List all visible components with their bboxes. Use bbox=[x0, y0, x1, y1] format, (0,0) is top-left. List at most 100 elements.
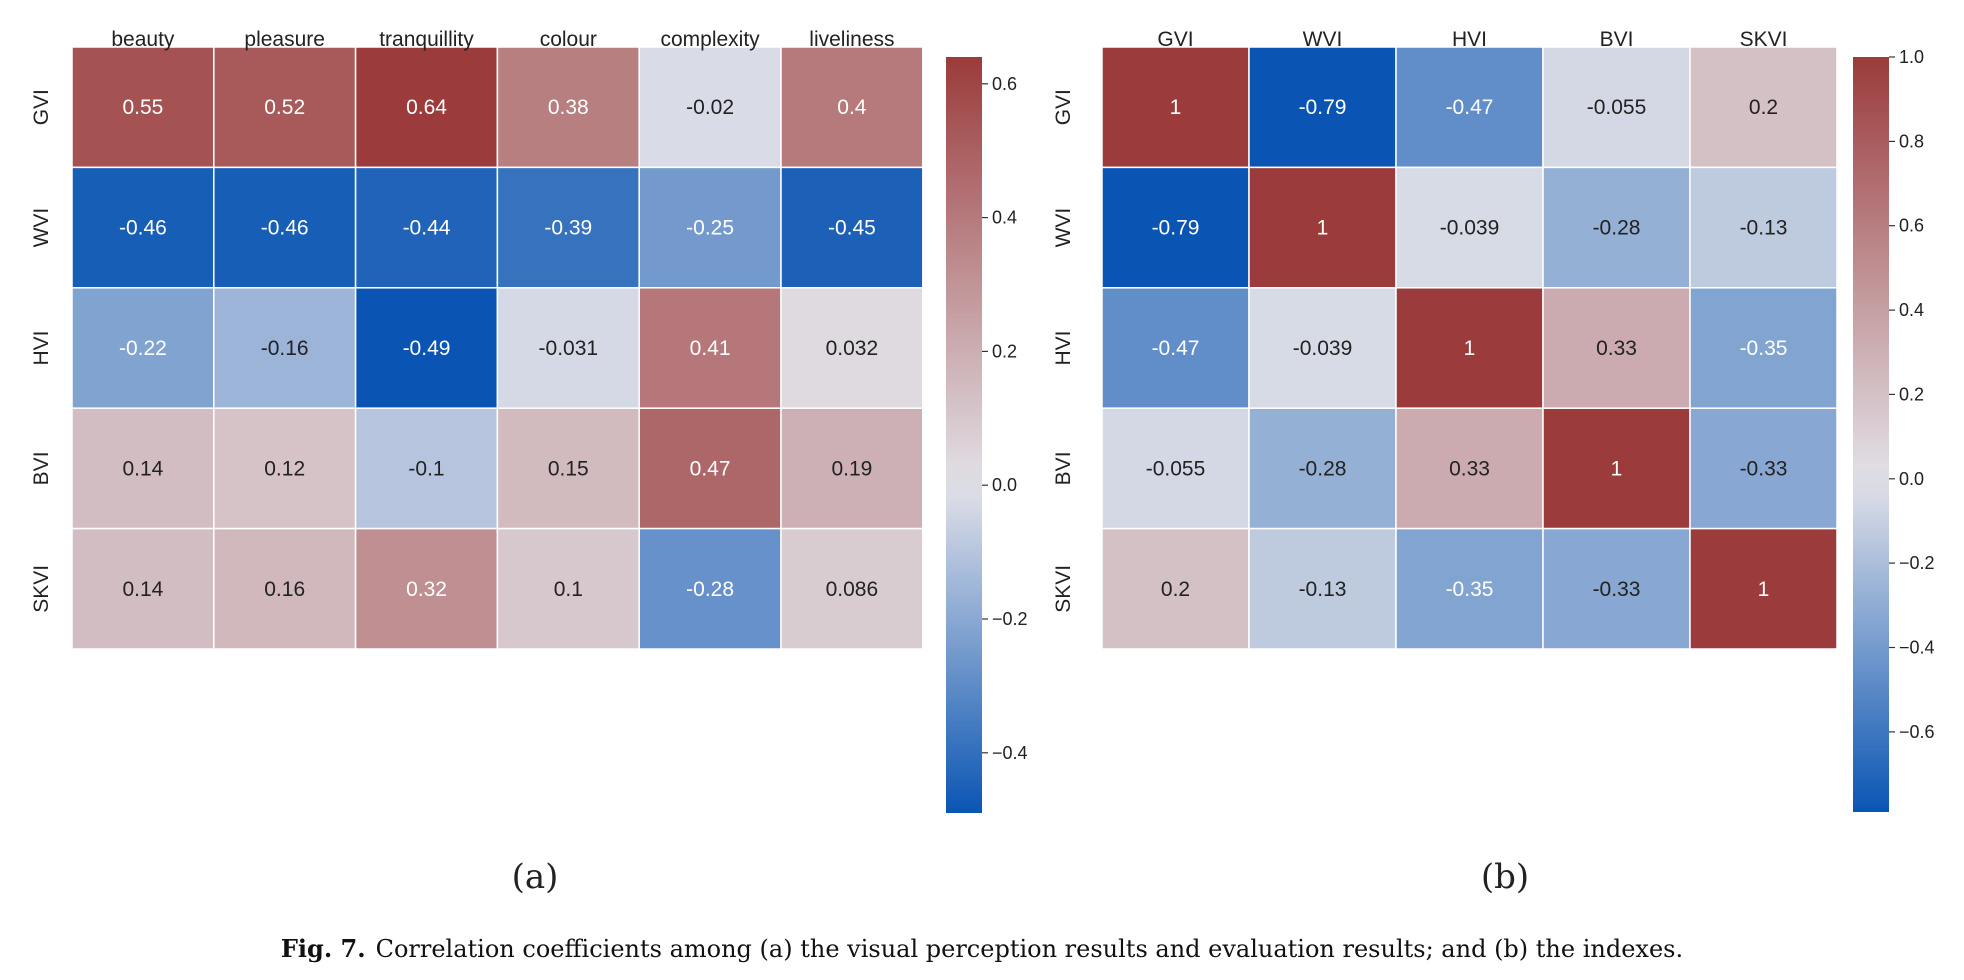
cell-value-label: 0.1 bbox=[554, 578, 583, 601]
cell-value-label: 0.55 bbox=[122, 96, 163, 119]
heatmap-cell bbox=[1395, 46, 1544, 169]
cell-value-label: -0.055 bbox=[1587, 96, 1647, 119]
x-tick-label: HVI bbox=[1452, 28, 1487, 51]
svg-text:Fig. 7.Correlation coefficient: Fig. 7. Correlation coefficients among (a… bbox=[281, 934, 1683, 963]
heatmap-cell bbox=[354, 407, 499, 530]
heatmap-cell bbox=[496, 46, 640, 169]
colorbar-tick-label: −0.6 bbox=[1899, 722, 1935, 742]
colorbar-tick-label: −0.4 bbox=[1899, 638, 1935, 658]
heatmap-b-cells bbox=[1101, 46, 1838, 650]
heatmap-b-x-labels: GVI WVI HVI BVI SKVI bbox=[1157, 28, 1787, 51]
heatmap-cell bbox=[71, 527, 215, 650]
caption-text: Correlation coefficients among (a) the v… bbox=[376, 935, 1684, 963]
heatmap-cell bbox=[1395, 527, 1544, 650]
colorbar-a: 0.6 0.4 0.2 0.0 −0.2 −0.4 bbox=[946, 57, 1028, 813]
heatmap-cell bbox=[780, 166, 924, 289]
cell-value-label: -0.28 bbox=[1593, 217, 1641, 240]
heatmap-b-cell-labels: 1 -0.79 -0.47 -0.055 0.2 -0.79 1 -0.039 -0.28 -0.… bbox=[1146, 96, 1788, 601]
x-tick-label: liveliness bbox=[809, 28, 894, 51]
heatmap-cell bbox=[1689, 166, 1838, 289]
cell-value-label: 0.64 bbox=[406, 96, 447, 119]
heatmap-cell bbox=[1395, 407, 1544, 530]
heatmap-a-y-labels: GVI WVI HVI BVI SKVI bbox=[30, 89, 53, 613]
heatmap-cell bbox=[780, 407, 924, 530]
heatmap-cell bbox=[1248, 527, 1397, 650]
y-tick-label: HVI bbox=[30, 330, 53, 365]
cell-value-label: -0.79 bbox=[1152, 217, 1200, 240]
cell-value-label: -0.49 bbox=[403, 337, 451, 360]
colorbar-tick-label: −0.2 bbox=[1899, 553, 1935, 573]
colorbar-tick-label: 0.6 bbox=[992, 74, 1017, 94]
cell-value-label: -0.039 bbox=[1293, 337, 1353, 360]
y-tick-label: GVI bbox=[30, 89, 53, 125]
heatmap-cell bbox=[1689, 407, 1838, 530]
heatmap-a-cells bbox=[71, 46, 924, 650]
cell-value-label: 1 bbox=[1170, 96, 1182, 119]
x-tick-label: tranquillity bbox=[379, 28, 474, 51]
cell-value-label: 0.032 bbox=[826, 337, 879, 360]
y-tick-label: WVI bbox=[30, 208, 53, 248]
heatmap-a-cell-labels: 0.55 0.52 0.64 0.38 -0.02 0.4 -0.46 -0.46 -0.44 -… bbox=[119, 96, 878, 601]
colorbar-tick-label: 0.0 bbox=[1899, 469, 1924, 489]
cell-value-label: 0.33 bbox=[1449, 457, 1490, 480]
heatmap-cell bbox=[1542, 527, 1691, 650]
cell-value-label: -0.47 bbox=[1152, 337, 1200, 360]
cell-value-label: 1 bbox=[1611, 457, 1623, 480]
heatmap-cell bbox=[1689, 46, 1838, 169]
heatmap-a-x-labels: beauty pleasure tranquillity colour complexi… bbox=[111, 28, 894, 51]
heatmap-panel-b: 1 -0.79 -0.47 -0.055 0.2 -0.79 1 -0.039 -0.28 -0.… bbox=[1052, 28, 1935, 897]
heatmap-b-y-labels: GVI WVI HVI BVI SKVI bbox=[1052, 89, 1075, 613]
heatmap-cell bbox=[354, 46, 499, 169]
colorbar-tick-label: 0.4 bbox=[1899, 300, 1924, 320]
x-tick-label: beauty bbox=[111, 28, 175, 51]
heatmap-cell bbox=[1395, 166, 1544, 289]
heatmap-cell bbox=[1101, 527, 1250, 650]
heatmap-cell bbox=[213, 166, 357, 289]
heatmap-cell bbox=[780, 287, 924, 409]
cell-value-label: 0.2 bbox=[1161, 578, 1190, 601]
heatmap-cell bbox=[638, 287, 782, 409]
cell-value-label: -0.46 bbox=[119, 217, 167, 240]
colorbar-gradient bbox=[946, 57, 982, 813]
cell-value-label: 0.086 bbox=[826, 578, 879, 601]
colorbar-gradient bbox=[1853, 57, 1889, 812]
colorbar-tick-label: 0.4 bbox=[992, 208, 1017, 228]
colorbar-tick-label: 0.6 bbox=[1899, 216, 1924, 236]
cell-value-label: 1 bbox=[1464, 337, 1476, 360]
cell-value-label: -0.039 bbox=[1440, 217, 1500, 240]
heatmap-cell bbox=[496, 287, 640, 409]
cell-value-label: 0.52 bbox=[264, 96, 305, 119]
cell-value-label: 0.33 bbox=[1596, 337, 1637, 360]
cell-value-label: 0.14 bbox=[122, 578, 163, 601]
heatmap-cell bbox=[496, 166, 640, 289]
x-tick-label: SKVI bbox=[1740, 28, 1788, 51]
heatmap-cell bbox=[354, 527, 499, 650]
y-tick-label: SKVI bbox=[30, 565, 53, 613]
y-tick-label: SKVI bbox=[1052, 565, 1075, 613]
x-tick-label: WVI bbox=[1303, 28, 1343, 51]
heatmap-cell bbox=[71, 407, 215, 530]
heatmap-cell bbox=[213, 287, 357, 409]
cell-value-label: -0.44 bbox=[403, 217, 451, 240]
x-tick-label: pleasure bbox=[244, 28, 325, 51]
cell-value-label: -0.33 bbox=[1740, 457, 1788, 480]
cell-value-label: -0.47 bbox=[1446, 96, 1494, 119]
heatmap-cell bbox=[1101, 166, 1250, 289]
x-tick-label: complexity bbox=[660, 28, 760, 51]
heatmap-cell bbox=[1689, 287, 1838, 409]
cell-value-label: -0.45 bbox=[828, 217, 876, 240]
cell-value-label: -0.46 bbox=[261, 217, 309, 240]
cell-value-label: -0.25 bbox=[686, 217, 734, 240]
cell-value-label: -0.1 bbox=[408, 457, 444, 480]
cell-value-label: -0.13 bbox=[1299, 578, 1347, 601]
x-tick-label: GVI bbox=[1157, 28, 1193, 51]
y-tick-label: WVI bbox=[1052, 208, 1075, 248]
heatmap-cell bbox=[638, 527, 782, 650]
heatmap-cell bbox=[213, 407, 357, 530]
colorbar-tick-label: 1.0 bbox=[1899, 47, 1924, 67]
cell-value-label: 1 bbox=[1317, 217, 1329, 240]
x-tick-label: colour bbox=[540, 28, 597, 51]
panel-label-a: (a) bbox=[512, 857, 559, 897]
cell-value-label: -0.35 bbox=[1740, 337, 1788, 360]
